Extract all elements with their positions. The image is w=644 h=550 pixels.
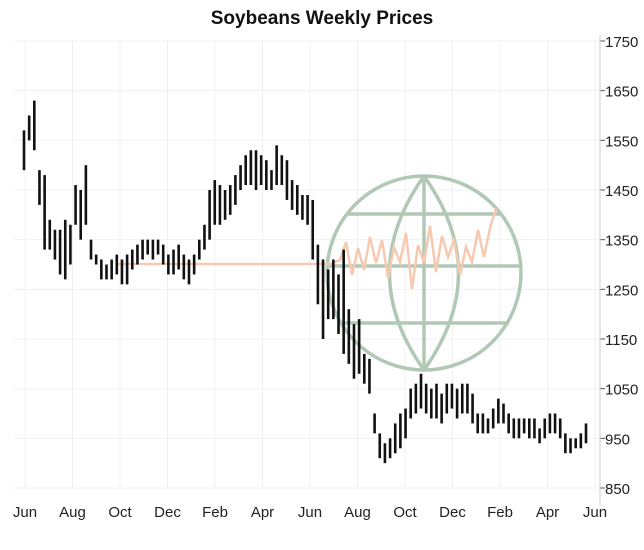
x-tick-label: Dec bbox=[439, 504, 466, 521]
gridlines bbox=[14, 40, 600, 489]
x-tick-label: Dec bbox=[154, 504, 181, 521]
x-tick-label: Jun bbox=[13, 504, 37, 521]
x-tick-label: Jun bbox=[583, 504, 607, 521]
y-tick-label: 850 bbox=[605, 481, 630, 498]
chart-title: Soybeans Weekly Prices bbox=[210, 8, 434, 29]
y-tick-label: 1550 bbox=[605, 133, 638, 150]
y-tick-label: 1250 bbox=[605, 282, 638, 299]
x-tick-label: Jun bbox=[298, 504, 322, 521]
x-tick-label: Apr bbox=[251, 504, 274, 521]
x-tick-label: Oct bbox=[393, 504, 417, 521]
x-axis: Jun Aug Oct Dec Feb Apr Jun Aug Oct Dec Feb Apr Jun bbox=[13, 504, 607, 521]
globe-icon bbox=[118, 174, 523, 372]
y-tick-label: 1750 bbox=[605, 34, 638, 51]
globe-meridian-left bbox=[387, 174, 426, 372]
y-tick-label: 1650 bbox=[605, 84, 638, 101]
y-tick-label: 1450 bbox=[605, 183, 638, 200]
y-tick-label: 950 bbox=[605, 431, 630, 448]
x-tick-label: Oct bbox=[108, 504, 132, 521]
x-tick-label: Feb bbox=[487, 504, 513, 521]
y-tick-label: 1150 bbox=[605, 332, 637, 349]
y-tick-label: 1050 bbox=[605, 382, 638, 399]
x-tick-label: Aug bbox=[59, 504, 86, 521]
x-tick-label: Apr bbox=[536, 504, 559, 521]
price-trace-line bbox=[329, 207, 498, 290]
x-tick-label: Feb bbox=[202, 504, 228, 521]
price-bars bbox=[22, 100, 588, 464]
y-axis: 1750 1650 1550 1450 1350 1250 1150 1050 950 850 bbox=[599, 34, 638, 506]
y-tick-label: 1350 bbox=[605, 233, 638, 250]
x-tick-label: Aug bbox=[344, 504, 371, 521]
globe-meridian-right bbox=[422, 174, 461, 372]
